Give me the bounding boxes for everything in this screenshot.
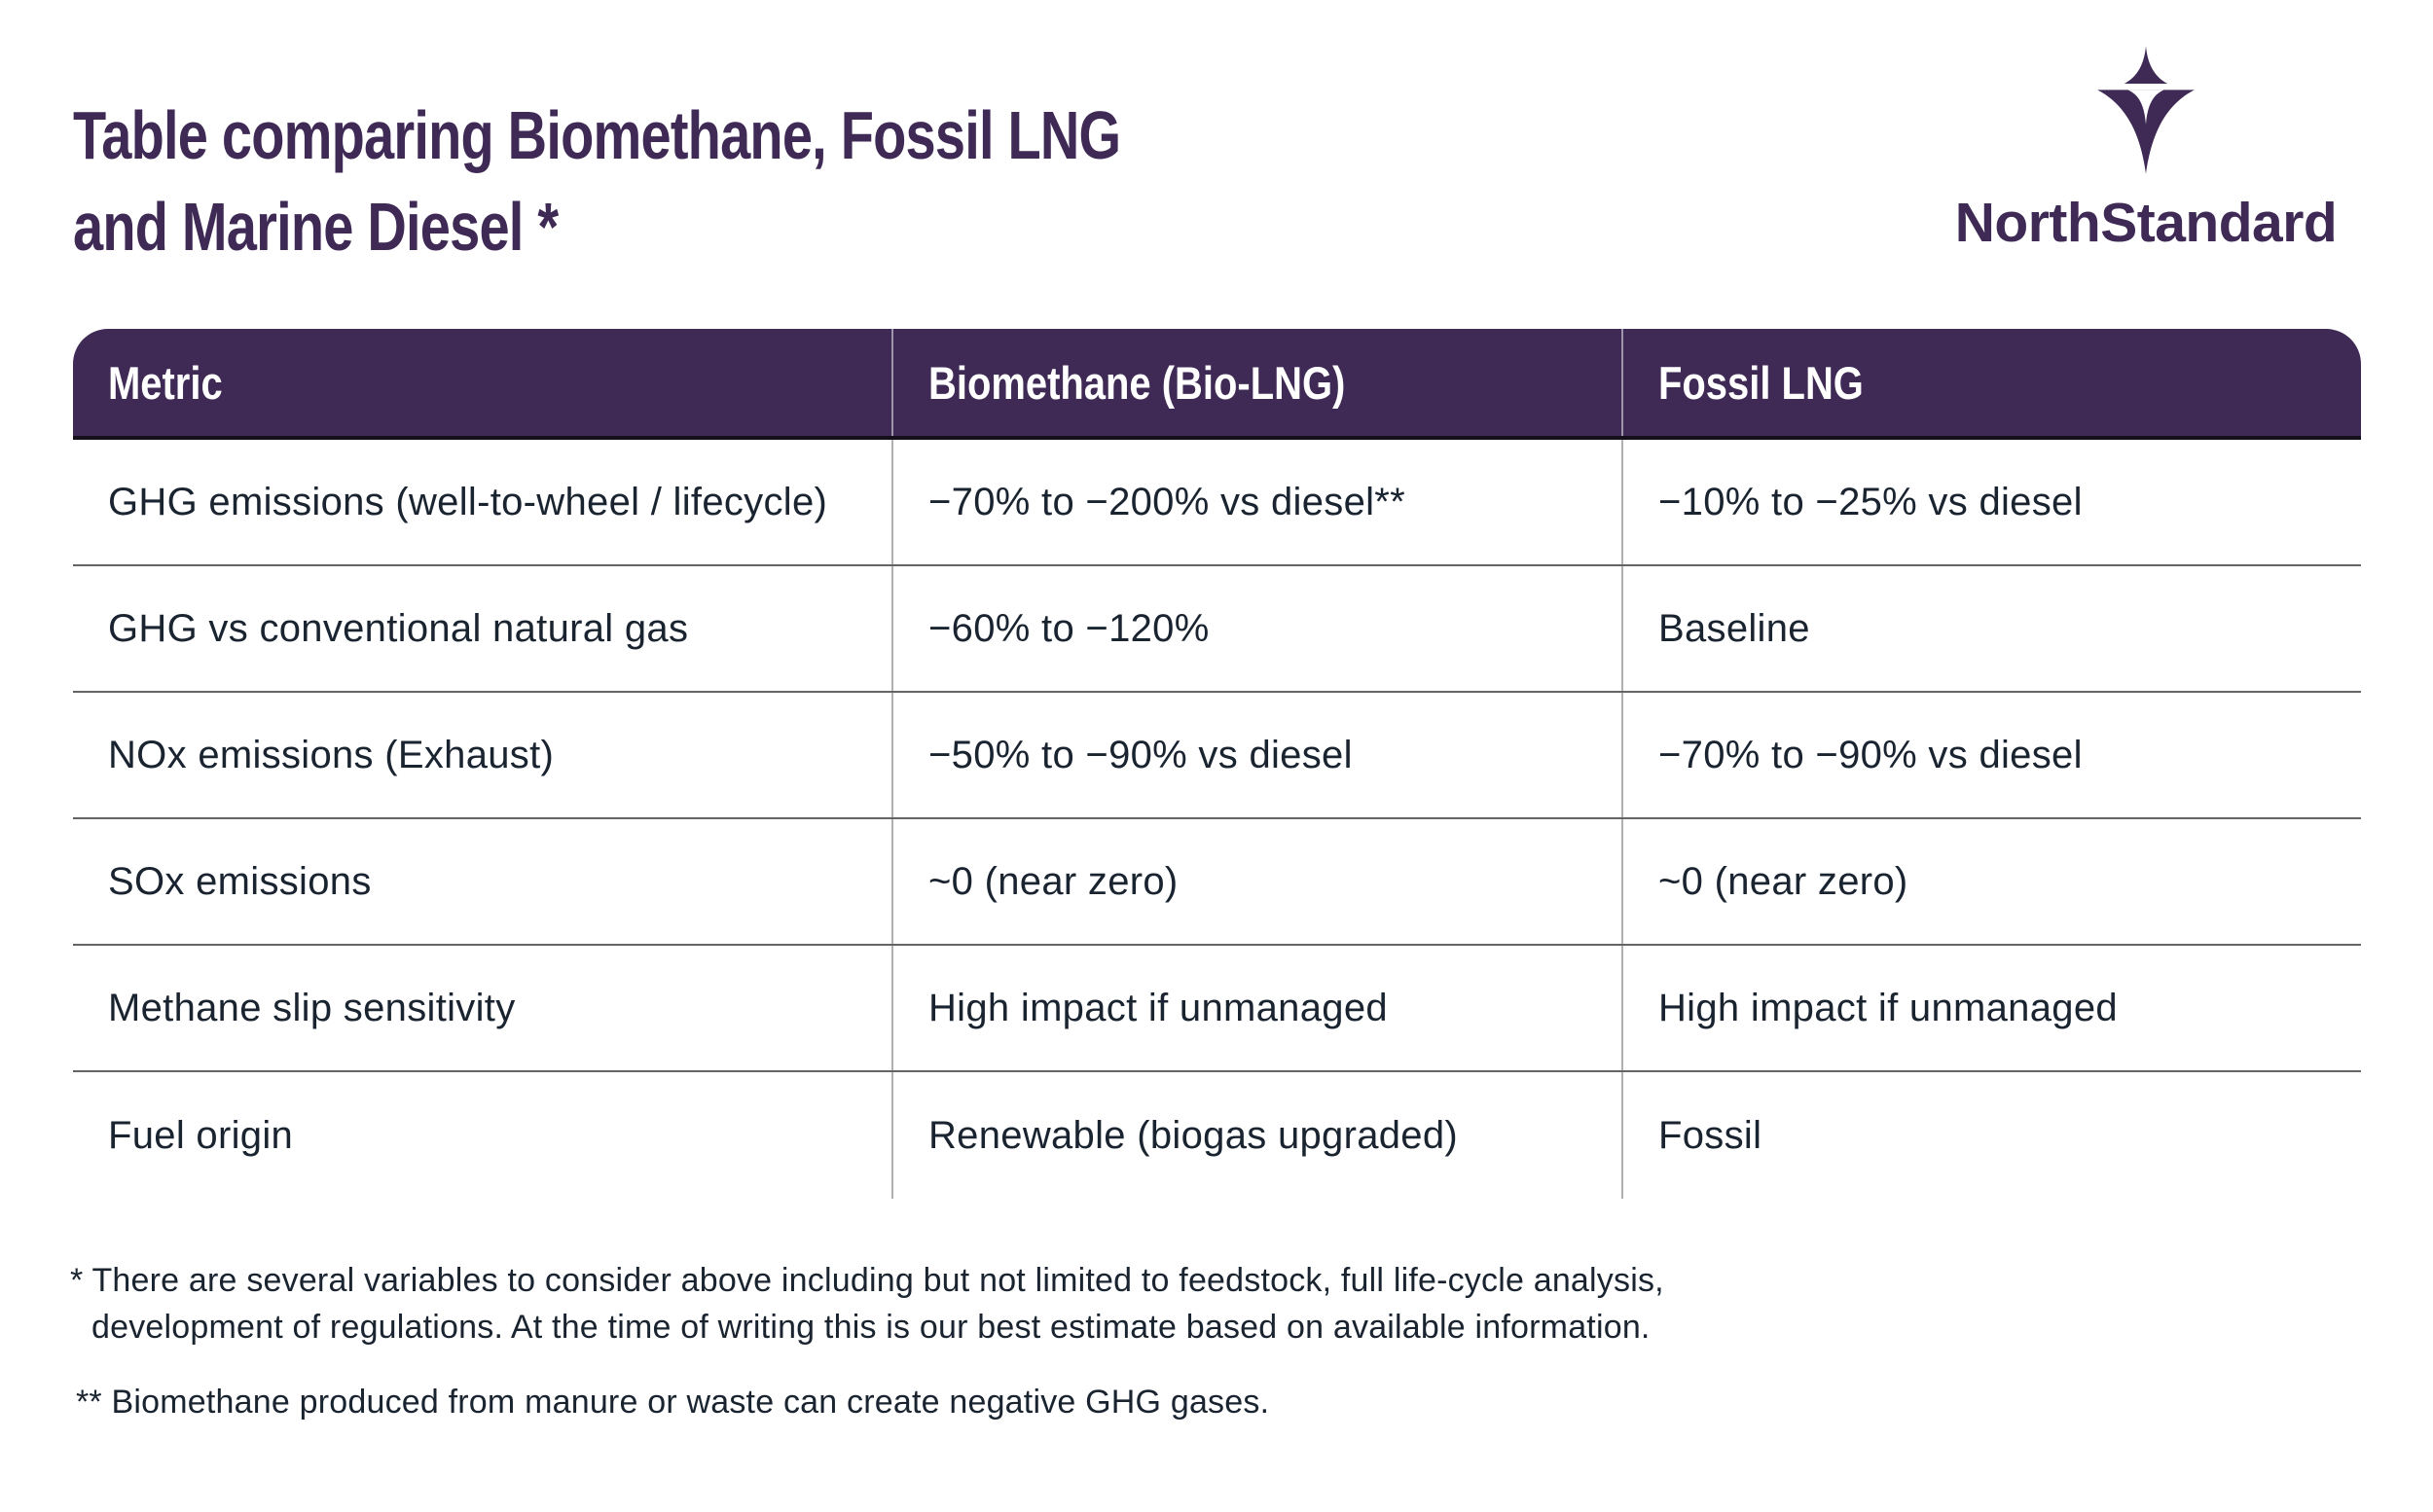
column-header-fossil-lng: Fossil LNG [1621,329,2361,436]
fossil-lng-cell: ~0 (near zero) [1621,819,2361,944]
table-row: GHG vs conventional natural gas −60% to … [73,566,2361,693]
fossil-lng-cell: −10% to −25% vs diesel [1621,440,2361,564]
metric-cell: GHG emissions (well-to-wheel / lifecycle… [108,480,828,523]
table-row: SOx emissions ~0 (near zero) ~0 (near ze… [73,819,2361,946]
column-header-metric-label: Metric [108,356,223,409]
table-row: Methane slip sensitivity High impact if … [73,946,2361,1072]
fossil-lng-cell: High impact if unmanaged [1621,946,2361,1070]
brand-wordmark: NorthStandard [1954,192,2338,254]
northstandard-logo: NorthStandard [1927,43,2365,255]
metric-cell: Fuel origin [108,1113,294,1157]
footnote-asterisk-line2: development of regulations. At the time … [91,1309,1651,1346]
biomethane-cell: Renewable (biogas upgraded) [891,1072,1621,1199]
footnote-double-asterisk: ** Biomethane produced from manure or wa… [76,1384,1270,1421]
biomethane-cell: −50% to −90% vs diesel [891,693,1621,817]
page-title-line1: Table comparing Biomethane, Fossil LNG [73,97,1121,173]
column-header-metric: Metric [73,329,891,436]
column-header-biomethane-label: Biomethane (Bio-LNG) [928,356,1346,409]
page-title: Table comparing Biomethane, Fossil LNG a… [73,90,1121,272]
fossil-lng-cell: Baseline [1621,566,2361,691]
page-title-line2: and Marine Diesel * [73,189,559,265]
metric-cell: Methane slip sensitivity [108,986,516,1029]
table-row: Fuel origin Renewable (biogas upgraded) … [73,1072,2361,1199]
table-row: GHG emissions (well-to-wheel / lifecycle… [73,440,2361,566]
northstandard-star-icon [2097,46,2195,174]
metric-cell: NOx emissions (Exhaust) [108,733,555,776]
footnote-asterisk-line1: * There are several variables to conside… [70,1262,1664,1299]
column-header-fossil-lng-label: Fossil LNG [1658,356,1864,409]
fossil-lng-cell: −70% to −90% vs diesel [1621,693,2361,817]
table-row: NOx emissions (Exhaust) −50% to −90% vs … [73,693,2361,819]
fossil-lng-cell: Fossil [1621,1072,2361,1199]
biomethane-cell: ~0 (near zero) [891,819,1621,944]
biomethane-cell: −60% to −120% [891,566,1621,691]
metric-cell: GHG vs conventional natural gas [108,606,689,650]
comparison-table: Metric Biomethane (Bio-LNG) Fossil LNG G… [73,329,2361,1199]
biomethane-cell: −70% to −200% vs diesel** [891,440,1621,564]
biomethane-cell: High impact if unmanaged [891,946,1621,1070]
metric-cell: SOx emissions [108,859,372,903]
column-header-biomethane: Biomethane (Bio-LNG) [891,329,1621,436]
table-header-row: Metric Biomethane (Bio-LNG) Fossil LNG [73,329,2361,440]
